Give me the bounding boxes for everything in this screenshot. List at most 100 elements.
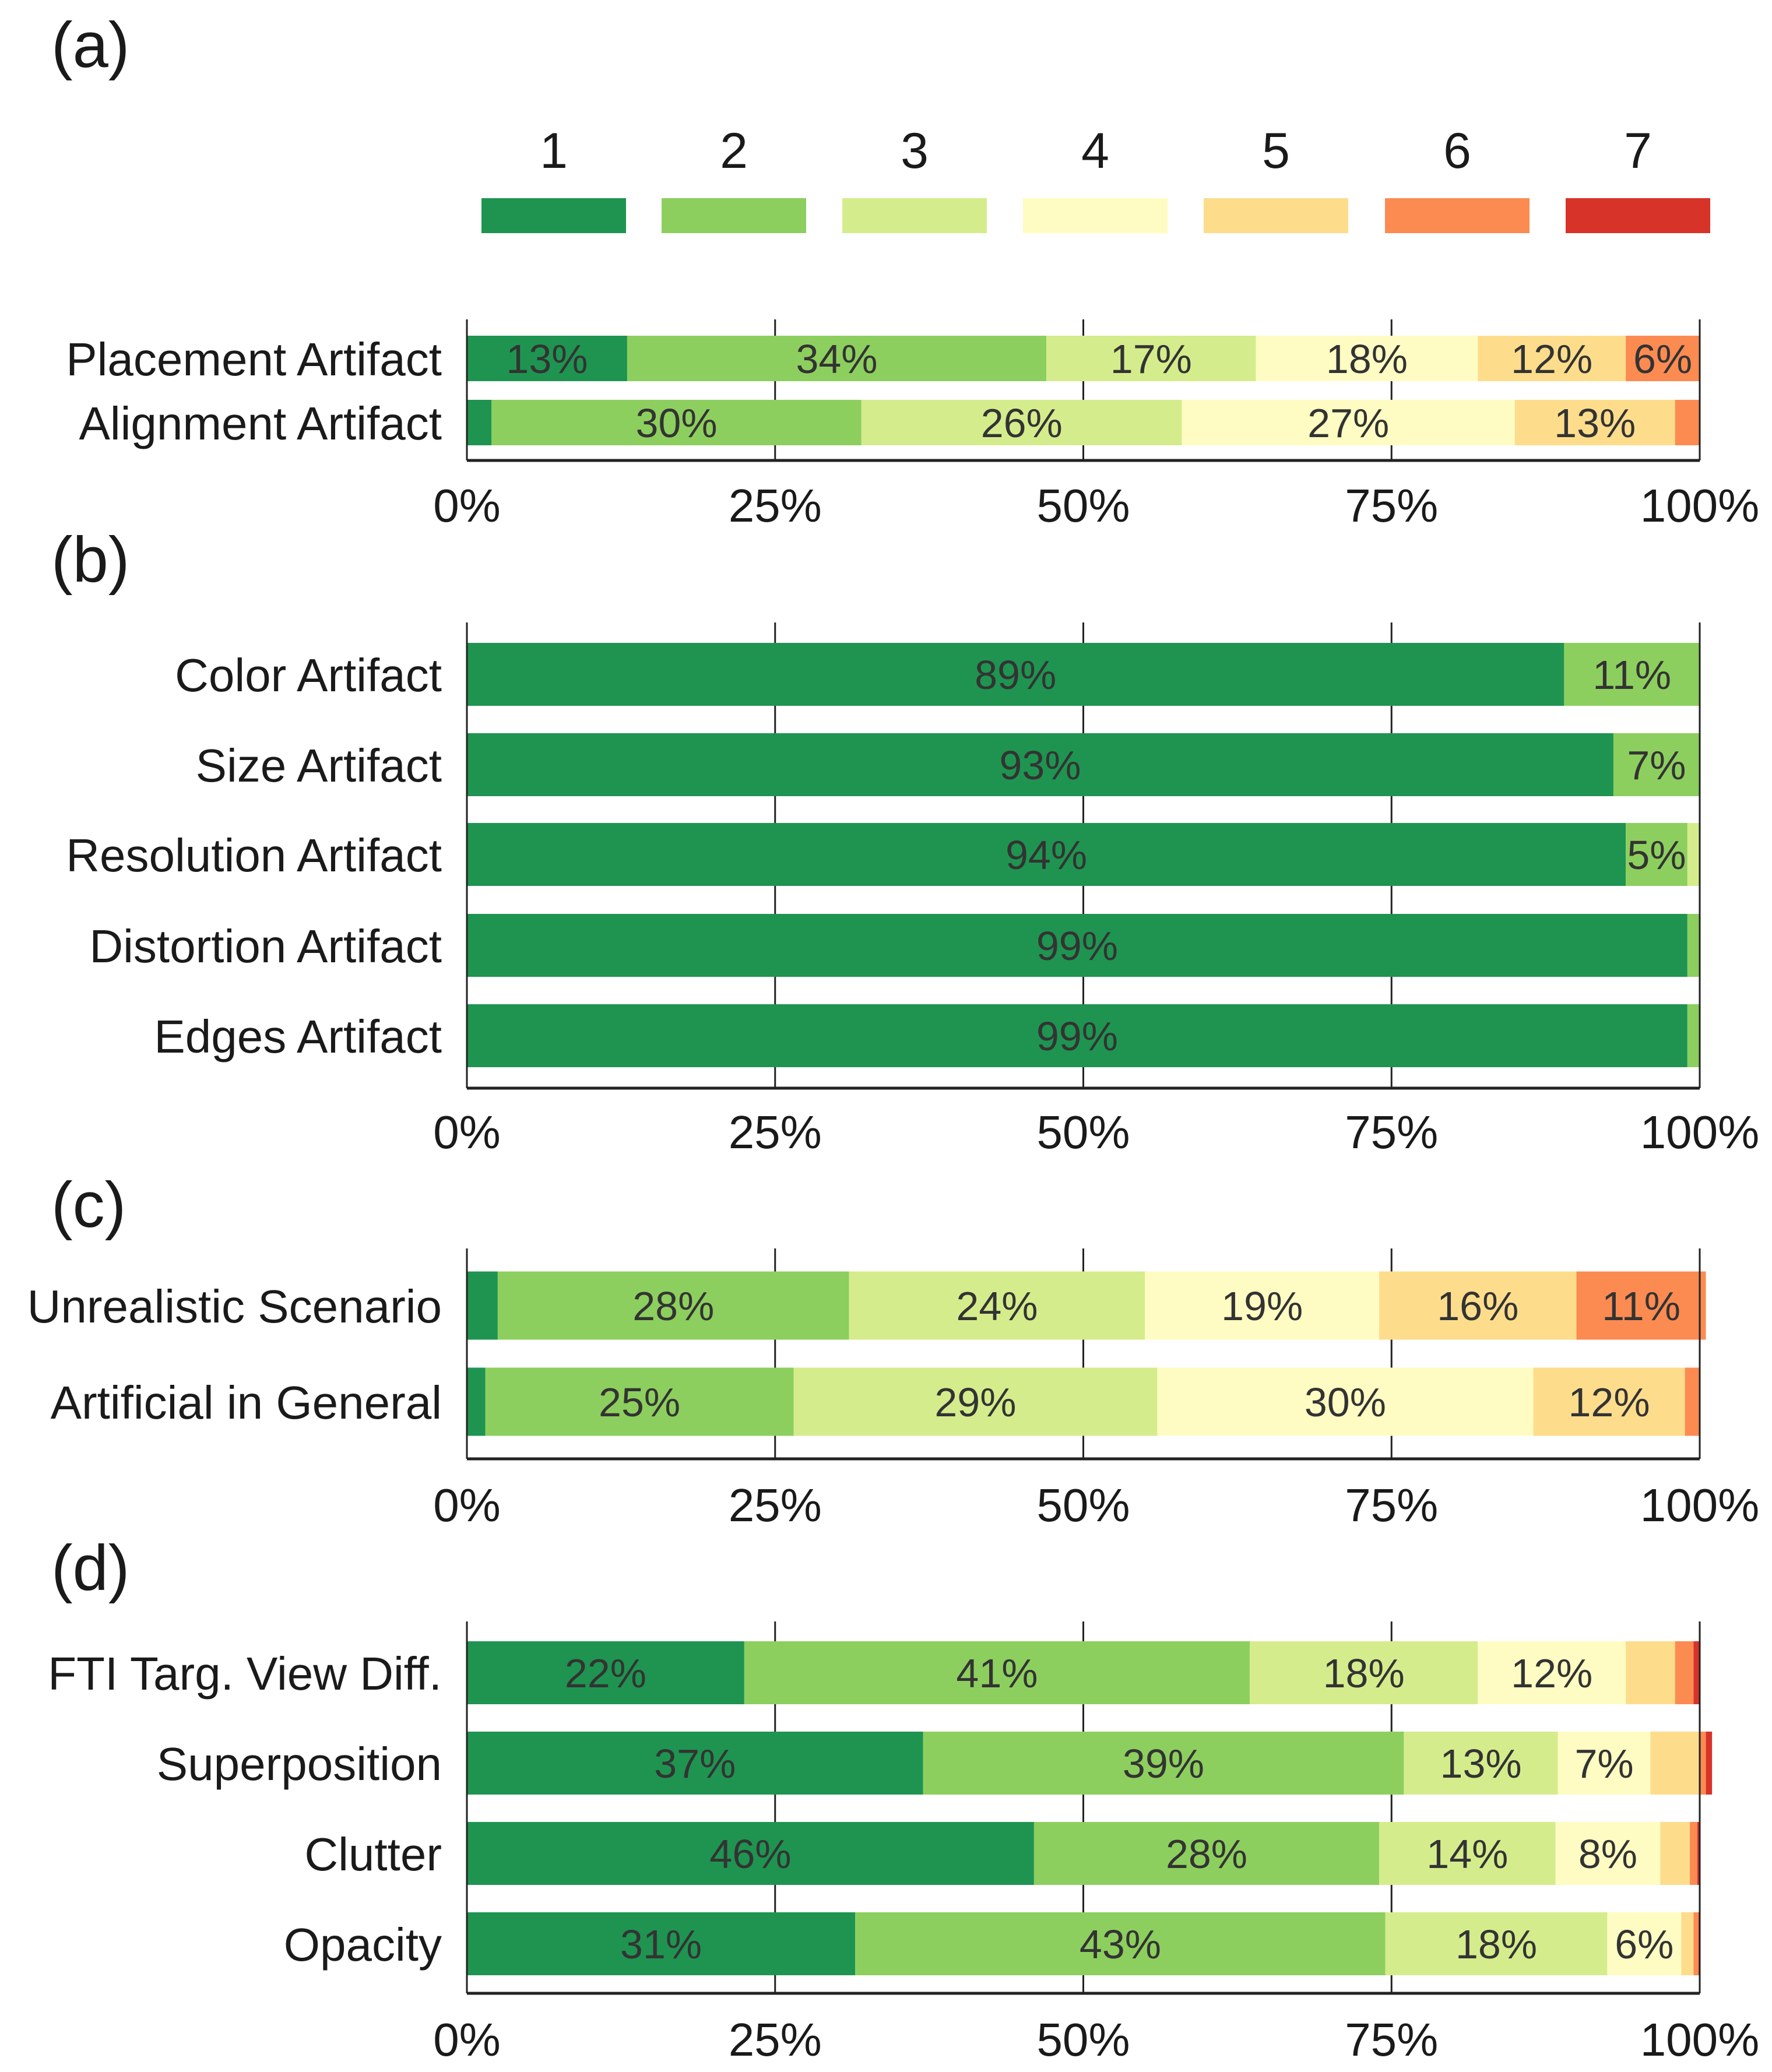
data-label-d-0-3: 12% bbox=[1511, 1651, 1592, 1696]
data-label-b-2-1: 5% bbox=[1627, 832, 1686, 878]
data-label-c-1-3: 30% bbox=[1305, 1380, 1386, 1425]
data-label-a-1-2: 26% bbox=[981, 400, 1063, 446]
bar-segment-d-2-2 bbox=[1379, 1822, 1556, 1885]
bar-segment-d-3-1 bbox=[855, 1912, 1386, 1975]
legend-label-4: 4 bbox=[1081, 123, 1109, 179]
bar-segment-d-3-3 bbox=[1607, 1912, 1682, 1975]
tick-label-d-100: 100% bbox=[1640, 2014, 1760, 2066]
bar-segment-b-4-0 bbox=[467, 1004, 1687, 1067]
category-label-b-3: Distortion Artifact bbox=[89, 920, 442, 972]
bar-segment-d-0-1 bbox=[744, 1641, 1250, 1704]
bar-segment-d-0-4 bbox=[1626, 1641, 1675, 1704]
bar-segment-b-4-1 bbox=[1687, 1004, 1700, 1067]
data-label-a-0-2: 17% bbox=[1110, 336, 1192, 382]
data-label-b-4-0: 99% bbox=[1036, 1014, 1118, 1059]
tick-label-b-75: 75% bbox=[1345, 1106, 1438, 1158]
bar-segment-c-0-2 bbox=[849, 1271, 1145, 1340]
tick-label-a-50: 50% bbox=[1036, 480, 1130, 532]
data-label-d-0-2: 18% bbox=[1323, 1651, 1405, 1696]
bar-segment-a-0-1 bbox=[627, 336, 1047, 381]
category-label-d-2: Clutter bbox=[304, 1828, 442, 1880]
legend-swatch-2 bbox=[662, 198, 806, 233]
data-label-a-1-1: 30% bbox=[635, 400, 717, 446]
data-label-c-0-3: 19% bbox=[1221, 1283, 1303, 1329]
bar-segment-d-0-5 bbox=[1675, 1641, 1694, 1704]
data-label-a-0-4: 12% bbox=[1511, 336, 1592, 382]
bar-segment-d-2-3 bbox=[1555, 1822, 1661, 1885]
legend-swatch-5 bbox=[1204, 198, 1348, 233]
legend-label-1: 1 bbox=[540, 123, 568, 179]
legend-label-6: 6 bbox=[1443, 123, 1471, 179]
bar-segment-a-0-5 bbox=[1626, 336, 1700, 381]
bar-segment-d-0-3 bbox=[1478, 1641, 1626, 1704]
tick-label-d-25: 25% bbox=[729, 2014, 822, 2066]
data-label-c-1-2: 29% bbox=[934, 1380, 1016, 1425]
data-label-c-0-4: 16% bbox=[1437, 1283, 1518, 1329]
data-label-a-0-5: 6% bbox=[1633, 336, 1692, 382]
data-label-b-1-1: 7% bbox=[1627, 743, 1686, 788]
bar-segment-d-1-2 bbox=[1404, 1732, 1558, 1795]
category-label-a-1: Alignment Artifact bbox=[79, 397, 442, 449]
bar-segment-d-2-1 bbox=[1033, 1822, 1380, 1885]
data-label-a-1-3: 27% bbox=[1307, 400, 1389, 446]
legend-swatch-1 bbox=[481, 198, 626, 233]
bar-segment-a-0-0 bbox=[467, 336, 627, 381]
category-label-d-3: Opacity bbox=[284, 1919, 442, 1971]
tick-label-d-0: 0% bbox=[433, 2014, 501, 2066]
panel-label-b: (b) bbox=[51, 524, 129, 596]
bar-segment-b-2-2 bbox=[1687, 823, 1700, 886]
data-label-a-0-1: 34% bbox=[796, 336, 877, 382]
category-label-b-1: Size Artifact bbox=[196, 740, 442, 791]
panel-label-c: (c) bbox=[51, 1169, 126, 1241]
bar-segment-a-1-1 bbox=[491, 400, 862, 445]
bar-segment-a-0-3 bbox=[1256, 336, 1478, 381]
data-label-c-0-1: 28% bbox=[632, 1283, 714, 1329]
tick-label-a-0: 0% bbox=[433, 480, 501, 532]
legend-swatch-6 bbox=[1385, 198, 1530, 233]
category-label-b-4: Edges Artifact bbox=[154, 1011, 442, 1063]
tick-label-c-100: 100% bbox=[1640, 1479, 1760, 1531]
bar-segment-d-3-5 bbox=[1693, 1912, 1699, 1975]
tick-label-a-100: 100% bbox=[1640, 480, 1760, 532]
legend-label-2: 2 bbox=[720, 123, 748, 179]
bar-segment-a-1-5 bbox=[1675, 400, 1700, 445]
category-label-d-1: Superposition bbox=[157, 1738, 442, 1790]
bar-segment-c-0-4 bbox=[1379, 1271, 1577, 1340]
legend-swatch-4 bbox=[1023, 198, 1168, 233]
bar-segment-d-1-1 bbox=[923, 1732, 1404, 1795]
data-label-a-0-3: 18% bbox=[1326, 336, 1408, 382]
data-label-d-3-1: 43% bbox=[1080, 1922, 1161, 1967]
bar-segment-d-2-4 bbox=[1660, 1822, 1690, 1885]
tick-label-b-50: 50% bbox=[1036, 1106, 1130, 1158]
tick-label-b-25: 25% bbox=[729, 1106, 822, 1158]
data-label-b-0-1: 11% bbox=[1592, 652, 1671, 698]
bar-segment-c-1-2 bbox=[793, 1367, 1158, 1436]
bar-segment-b-3-0 bbox=[467, 914, 1687, 977]
data-label-d-1-2: 13% bbox=[1440, 1741, 1522, 1786]
bar-segment-c-1-3 bbox=[1157, 1367, 1534, 1436]
bar-segment-c-1-0 bbox=[467, 1367, 486, 1436]
bar-segment-c-1-5 bbox=[1685, 1367, 1700, 1436]
bar-segment-d-1-5 bbox=[1700, 1732, 1706, 1795]
bar-segment-a-0-2 bbox=[1046, 336, 1256, 381]
data-label-c-1-4: 12% bbox=[1568, 1380, 1650, 1425]
panel-label-d: (d) bbox=[51, 1532, 129, 1604]
tick-label-b-100: 100% bbox=[1640, 1106, 1760, 1158]
bar-segment-d-3-4 bbox=[1681, 1912, 1694, 1975]
data-label-d-3-3: 6% bbox=[1615, 1922, 1673, 1967]
bar-segment-b-1-1 bbox=[1613, 733, 1700, 796]
data-label-b-0-0: 89% bbox=[975, 652, 1056, 698]
panel-label-a: (a) bbox=[51, 9, 129, 81]
data-label-d-3-0: 31% bbox=[620, 1922, 702, 1967]
bar-segment-d-1-3 bbox=[1557, 1732, 1651, 1795]
tick-label-a-25: 25% bbox=[729, 480, 822, 532]
data-label-c-0-5: 11% bbox=[1602, 1283, 1680, 1329]
bar-segment-a-1-2 bbox=[861, 400, 1182, 445]
data-label-d-2-0: 46% bbox=[709, 1831, 791, 1877]
bar-segment-d-2-6 bbox=[1697, 1822, 1700, 1885]
legend-label-5: 5 bbox=[1262, 123, 1290, 179]
bar-segment-c-0-3 bbox=[1145, 1271, 1380, 1340]
category-label-d-0: FTI Targ. View Diff. bbox=[48, 1648, 442, 1700]
legend-label-7: 7 bbox=[1624, 123, 1652, 179]
legend-label-3: 3 bbox=[901, 123, 929, 179]
